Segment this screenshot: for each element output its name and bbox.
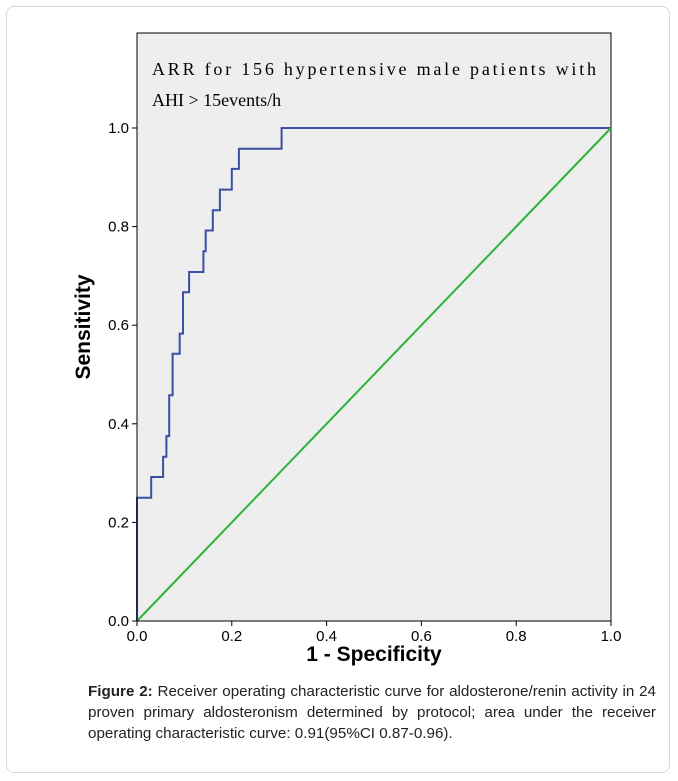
caption-label: Figure 2: bbox=[88, 683, 153, 700]
y-tick-label: 0.2 bbox=[108, 514, 129, 531]
y-axis-label: Sensitivity bbox=[72, 274, 95, 379]
y-tick-label: 1.0 bbox=[108, 120, 129, 137]
figure-caption: Figure 2: Receiver operating characteris… bbox=[88, 681, 656, 744]
x-tick-label: 0.4 bbox=[316, 628, 337, 645]
x-tick-label: 0.8 bbox=[506, 628, 527, 645]
series-layer bbox=[136, 127, 612, 622]
y-tick-label: 0.6 bbox=[108, 317, 129, 334]
roc-curve-line bbox=[136, 127, 611, 621]
annotation-line-2: AHI > 15events/h bbox=[152, 90, 281, 110]
y-tick-label: 0.4 bbox=[108, 416, 129, 433]
x-axis-ticks: 0.0 0.2 0.4 0.6 0.8 1.0 bbox=[127, 621, 622, 645]
x-tick-label: 0.6 bbox=[411, 628, 432, 645]
x-tick-label: 0.0 bbox=[127, 628, 148, 645]
x-tick-label: 1.0 bbox=[601, 628, 622, 645]
reference-line-line bbox=[136, 127, 612, 622]
caption-text: Receiver operating characteristic curve … bbox=[88, 683, 656, 742]
x-tick-label: 0.2 bbox=[221, 628, 242, 645]
y-axis-ticks: 0.0 0.2 0.4 0.6 0.8 1.0 bbox=[108, 120, 137, 630]
plot-background bbox=[136, 32, 612, 622]
y-tick-label: 0.8 bbox=[108, 219, 129, 236]
y-tick-label: 0.0 bbox=[108, 613, 129, 630]
x-axis-label: 1 - Specificity bbox=[306, 643, 442, 666]
